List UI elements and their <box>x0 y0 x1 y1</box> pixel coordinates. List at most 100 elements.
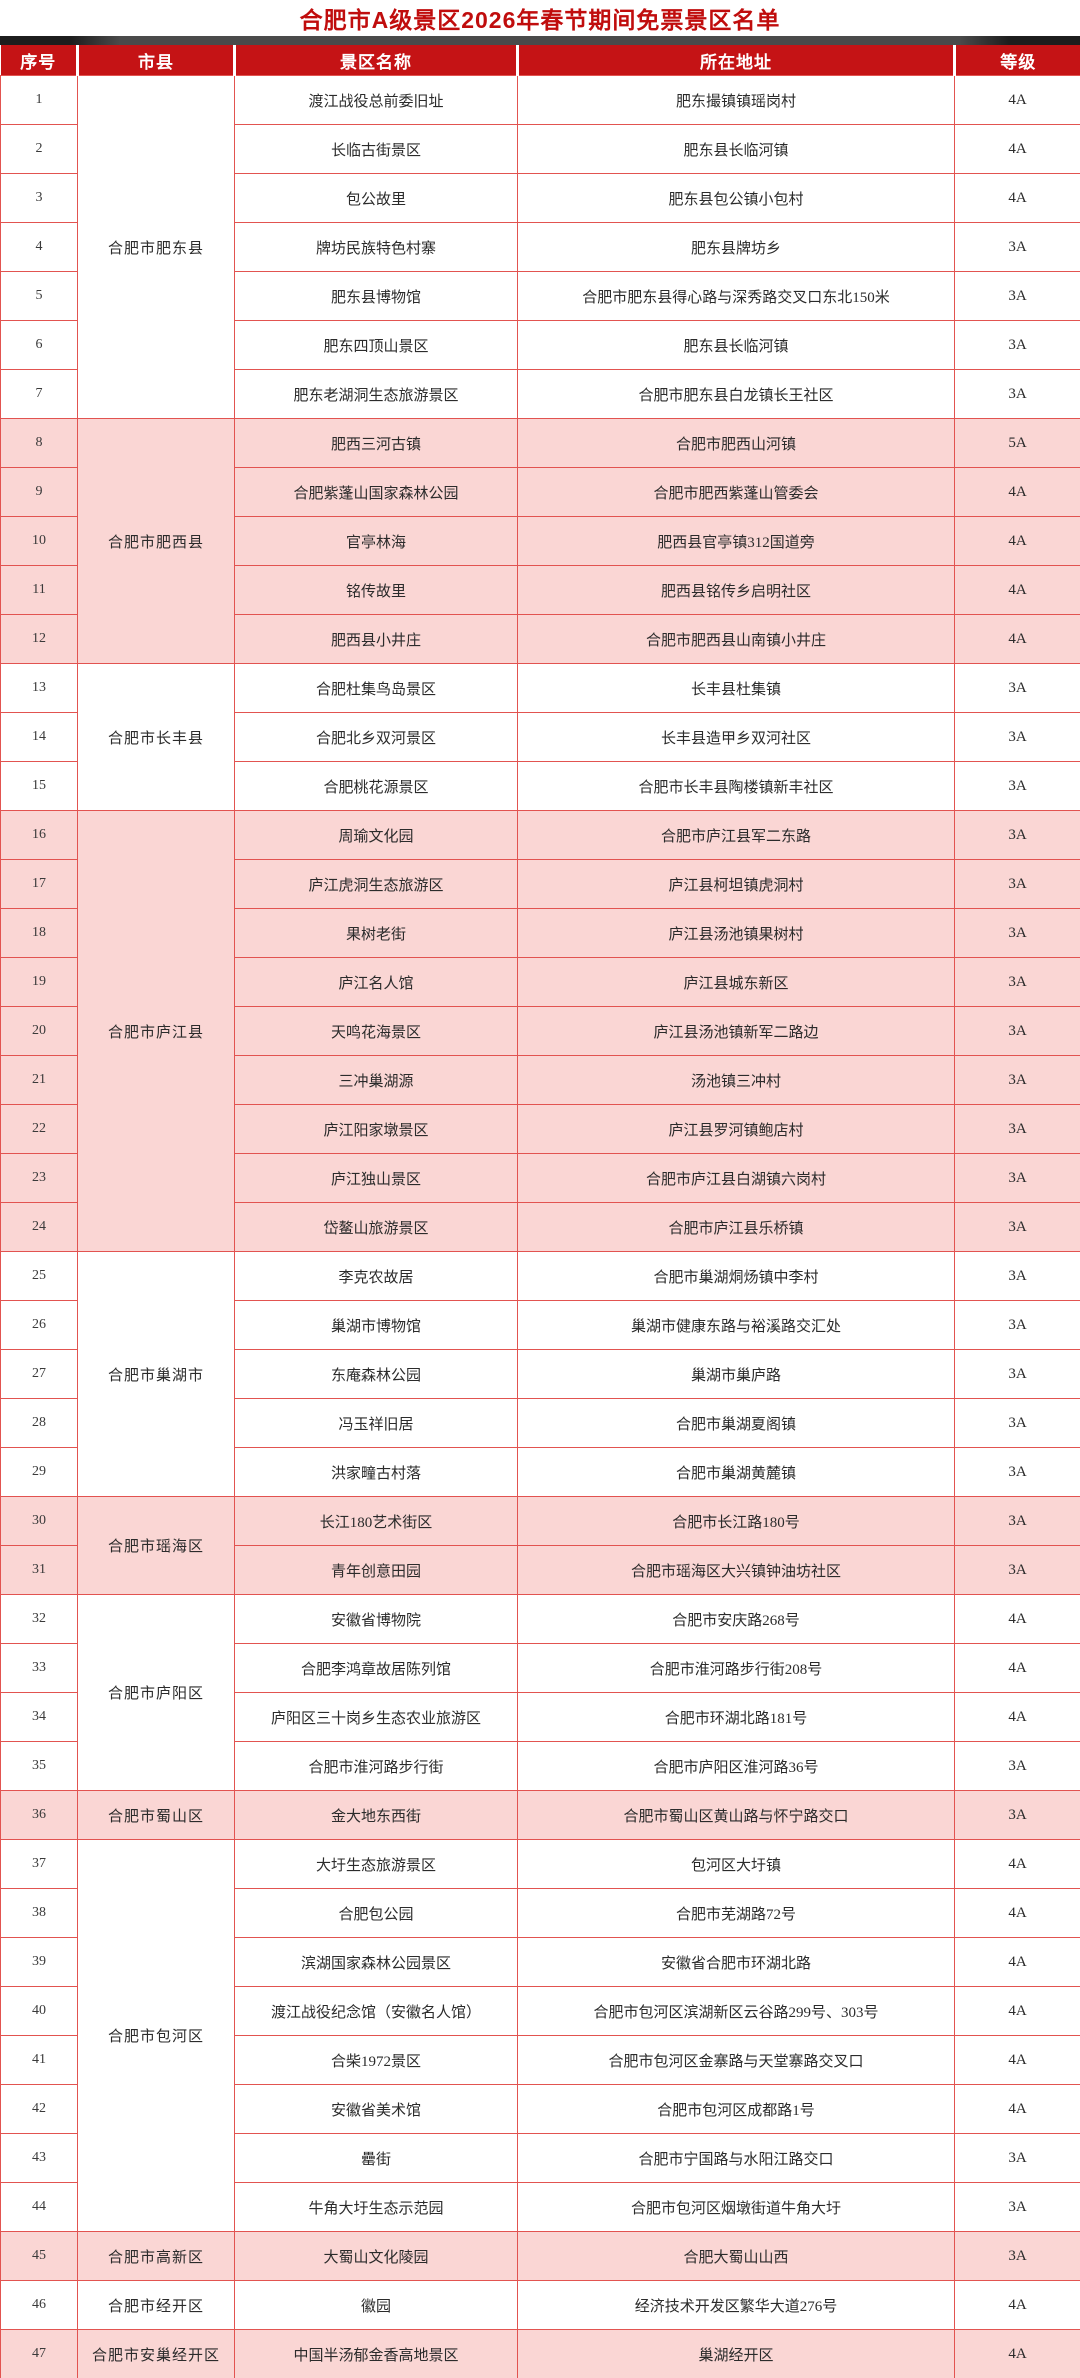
table-row: 42 安徽省美术馆 合肥市包河区成都路1号 4A <box>0 2084 1080 2134</box>
table-row: 45 合肥市高新区 大蜀山文化陵园 合肥大蜀山山西 3A <box>0 2231 1080 2281</box>
row-number-cell: 17 <box>0 859 78 909</box>
address-cell: 合肥市包河区烟墩街道牛角大圩 <box>517 2182 955 2232</box>
level-cell: 3A <box>954 1202 1080 1252</box>
level-cell: 3A <box>954 271 1080 321</box>
scenic-name-cell: 冯玉祥旧居 <box>234 1398 518 1448</box>
county-cell: 合肥市巢湖市 <box>77 1251 235 1497</box>
row-number-cell: 38 <box>0 1888 78 1938</box>
scenic-name-cell: 肥东老湖洞生态旅游景区 <box>234 369 518 419</box>
scenic-name-cell: 肥东县博物馆 <box>234 271 518 321</box>
table-row: 29 洪家疃古村落 合肥市巢湖黄麓镇 3A <box>0 1447 1080 1497</box>
county-cell: 合肥市经开区 <box>77 2280 235 2330</box>
table-row: 4 牌坊民族特色村寨 肥东县牌坊乡 3A <box>0 222 1080 272</box>
row-number-cell: 4 <box>0 222 78 272</box>
scenic-name-cell: 长江180艺术街区 <box>234 1496 518 1546</box>
level-cell: 4A <box>954 565 1080 615</box>
scenic-name-cell: 庐阳区三十岗乡生态农业旅游区 <box>234 1692 518 1742</box>
table-row: 2 长临古街景区 肥东县长临河镇 4A <box>0 124 1080 174</box>
scenic-name-cell: 合肥北乡双河景区 <box>234 712 518 762</box>
row-number-cell: 15 <box>0 761 78 811</box>
level-cell: 3A <box>954 369 1080 419</box>
table-row: 1 合肥市肥东县 渡江战役总前委旧址 肥东撮镇镇瑶岗村 4A <box>0 75 1080 419</box>
level-cell: 4A <box>954 1643 1080 1693</box>
table-row: 18 果树老街 庐江县汤池镇果树村 3A <box>0 908 1080 958</box>
scenic-name-cell: 洪家疃古村落 <box>234 1447 518 1497</box>
row-number-cell: 22 <box>0 1104 78 1154</box>
table-row: 36 合肥市蜀山区 金大地东西街 合肥市蜀山区黄山路与怀宁路交口 3A <box>0 1790 1080 1840</box>
level-cell: 3A <box>954 1496 1080 1546</box>
address-cell: 合肥市安庆路268号 <box>517 1594 955 1644</box>
address-cell: 庐江县柯坦镇虎洞村 <box>517 859 955 909</box>
row-number-cell: 3 <box>0 173 78 223</box>
row-number-cell: 39 <box>0 1937 78 1987</box>
table-row: 27 东庵森林公园 巢湖市巢庐路 3A <box>0 1349 1080 1399</box>
level-cell: 3A <box>954 1447 1080 1497</box>
level-cell: 4A <box>954 2035 1080 2085</box>
address-cell: 合肥市肥西紫蓬山管委会 <box>517 467 955 517</box>
level-cell: 3A <box>954 1398 1080 1448</box>
header-cell-address: 所在地址 <box>516 45 955 76</box>
county-cell: 合肥市庐阳区 <box>77 1594 235 1791</box>
county-cell: 合肥市庐江县 <box>77 810 235 1252</box>
level-cell: 3A <box>954 1055 1080 1105</box>
table-row: 3 包公故里 肥东县包公镇小包村 4A <box>0 173 1080 223</box>
row-number-cell: 19 <box>0 957 78 1007</box>
scenic-name-cell: 大蜀山文化陵园 <box>234 2231 518 2281</box>
address-cell: 合肥市肥西县山南镇小井庄 <box>517 614 955 664</box>
table-row: 26 巢湖市博物馆 巢湖市健康东路与裕溪路交汇处 3A <box>0 1300 1080 1350</box>
row-number-cell: 43 <box>0 2133 78 2183</box>
scenic-name-cell: 合肥市淮河路步行街 <box>234 1741 518 1791</box>
scenic-name-cell: 渡江战役总前委旧址 <box>234 75 518 125</box>
scenic-name-cell: 渡江战役纪念馆（安徽名人馆） <box>234 1986 518 2036</box>
table-row: 47 合肥市安巢经开区 中国半汤郁金香高地景区 巢湖经开区 4A <box>0 2329 1080 2378</box>
row-number-cell: 25 <box>0 1251 78 1301</box>
table-row: 41 合柴1972景区 合肥市包河区金寨路与天堂寨路交叉口 4A <box>0 2035 1080 2085</box>
scenic-name-cell: 肥西三河古镇 <box>234 418 518 468</box>
level-cell: 3A <box>954 2133 1080 2183</box>
row-number-cell: 1 <box>0 75 78 125</box>
scenic-name-cell: 巢湖市博物馆 <box>234 1300 518 1350</box>
address-cell: 合肥市瑶海区大兴镇钟油坊社区 <box>517 1545 955 1595</box>
level-cell: 3A <box>954 810 1080 860</box>
address-cell: 合肥市淮河路步行街208号 <box>517 1643 955 1693</box>
scenic-name-cell: 果树老街 <box>234 908 518 958</box>
row-number-cell: 37 <box>0 1839 78 1889</box>
scenic-name-cell: 大圩生态旅游景区 <box>234 1839 518 1889</box>
header-cell-seq: 序号 <box>0 45 78 76</box>
table-row: 16 合肥市庐江县 周瑜文化园 合肥市庐江县军二东路 3A <box>0 810 1080 1252</box>
county-cell: 合肥市肥西县 <box>77 418 235 664</box>
row-number-cell: 23 <box>0 1153 78 1203</box>
row-number-cell: 20 <box>0 1006 78 1056</box>
county-cell: 合肥市高新区 <box>77 2231 235 2281</box>
level-cell: 4A <box>954 1937 1080 1987</box>
level-cell: 3A <box>954 1104 1080 1154</box>
scenic-name-cell: 岱鳌山旅游景区 <box>234 1202 518 1252</box>
table-row: 5 肥东县博物馆 合肥市肥东县得心路与深秀路交叉口东北150米 3A <box>0 271 1080 321</box>
scenic-name-cell: 牌坊民族特色村寨 <box>234 222 518 272</box>
table-row: 39 滨湖国家森林公园景区 安徽省合肥市环湖北路 4A <box>0 1937 1080 1987</box>
level-cell: 3A <box>954 957 1080 1007</box>
level-cell: 4A <box>954 1986 1080 2036</box>
table-row: 46 合肥市经开区 徽园 经济技术开发区繁华大道276号 4A <box>0 2280 1080 2330</box>
address-cell: 合肥市巢湖黄麓镇 <box>517 1447 955 1497</box>
row-number-cell: 44 <box>0 2182 78 2232</box>
address-cell: 合肥大蜀山山西 <box>517 2231 955 2281</box>
address-cell: 肥东县长临河镇 <box>517 124 955 174</box>
scenic-name-cell: 合柴1972景区 <box>234 2035 518 2085</box>
row-number-cell: 36 <box>0 1790 78 1840</box>
scenic-name-cell: 合肥包公园 <box>234 1888 518 1938</box>
address-cell: 合肥市蜀山区黄山路与怀宁路交口 <box>517 1790 955 1840</box>
address-cell: 肥东县牌坊乡 <box>517 222 955 272</box>
row-number-cell: 16 <box>0 810 78 860</box>
row-number-cell: 26 <box>0 1300 78 1350</box>
row-number-cell: 14 <box>0 712 78 762</box>
row-number-cell: 5 <box>0 271 78 321</box>
table-row: 33 合肥李鸿章故居陈列馆 合肥市淮河路步行街208号 4A <box>0 1643 1080 1693</box>
level-cell: 3A <box>954 2231 1080 2281</box>
scenic-name-cell: 罍街 <box>234 2133 518 2183</box>
county-cell: 合肥市蜀山区 <box>77 1790 235 1840</box>
level-cell: 3A <box>954 320 1080 370</box>
level-cell: 4A <box>954 516 1080 566</box>
address-cell: 肥东县长临河镇 <box>517 320 955 370</box>
address-cell: 经济技术开发区繁华大道276号 <box>517 2280 955 2330</box>
